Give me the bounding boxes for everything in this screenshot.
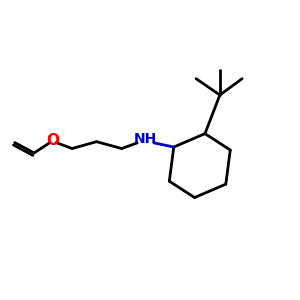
Text: O: O [46,133,59,148]
Text: NH: NH [134,132,157,146]
